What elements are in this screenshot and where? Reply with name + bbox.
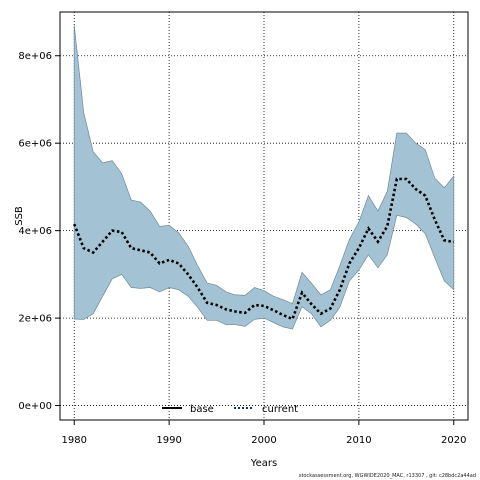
x-tick-label: 1990 [156, 435, 181, 446]
legend-current-label: current [262, 404, 298, 415]
confidence-band-layer [73, 25, 455, 330]
confidence-band [73, 25, 455, 330]
footer-credit: stockassessment.org, WGWIDE2020_MAC, r13… [298, 473, 476, 479]
y-tick-label: 6e+06 [18, 139, 52, 150]
x-axis-title: Years [250, 458, 277, 469]
y-tick-label: 8e+06 [18, 51, 52, 62]
x-tick-label: 2000 [251, 435, 276, 446]
x-tick-label: 1980 [62, 435, 87, 446]
y-tick-label: 0e+00 [18, 401, 52, 412]
series-line-layer [72, 177, 455, 321]
x-tick-label: 2010 [346, 435, 371, 446]
y-axis-title: SSB [14, 206, 25, 226]
x-axis: 1980 1990 2000 2010 2020 [62, 420, 466, 446]
series-line-current [72, 177, 455, 321]
y-tick-label: 4e+06 [18, 226, 52, 237]
y-tick-label: 2e+06 [18, 314, 52, 325]
legend: base current [162, 404, 298, 415]
y-axis: 0e+00 2e+06 4e+06 6e+06 8e+06 [18, 51, 60, 412]
legend-base-label: base [190, 404, 214, 415]
x-tick-label: 2020 [441, 435, 466, 446]
